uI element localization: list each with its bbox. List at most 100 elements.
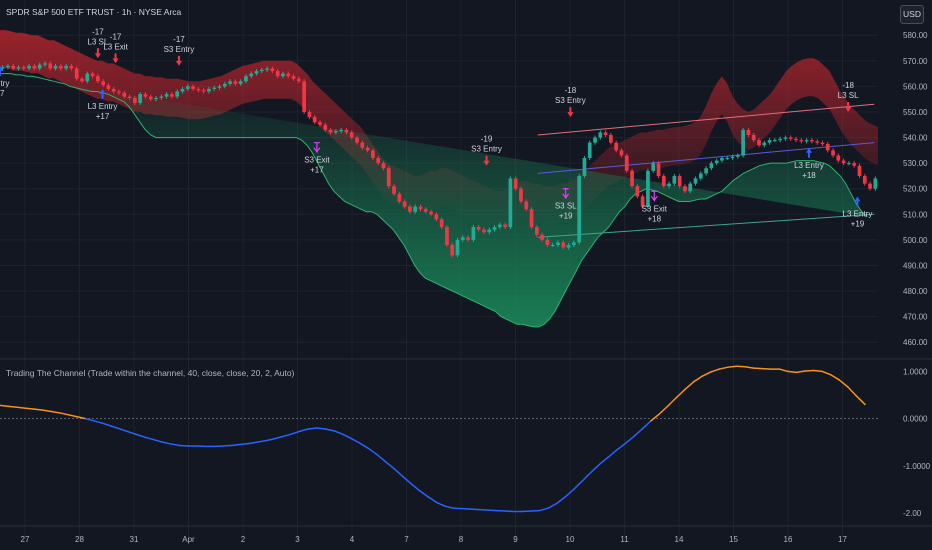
candle [714, 160, 719, 164]
candle [207, 88, 211, 92]
candle [672, 175, 677, 184]
candle [709, 163, 714, 169]
trend-line-lower [537, 213, 875, 238]
indicator-title: Trading The Channel (Trade within the ch… [6, 368, 295, 378]
oscillator-segment [855, 395, 866, 406]
candle [550, 245, 555, 246]
oscillator-tick-label: 1.0000 [903, 367, 928, 376]
candle [757, 140, 761, 146]
candles [0, 61, 878, 258]
oscillator-segment [376, 453, 387, 463]
oscillator-segment [667, 396, 678, 407]
candle [418, 206, 423, 210]
candle [725, 158, 730, 160]
time-tick-label: 3 [295, 535, 300, 544]
candle [519, 188, 523, 202]
candle [48, 63, 53, 69]
candle [423, 209, 428, 212]
oscillator-segment [795, 370, 806, 374]
candle [751, 135, 756, 141]
trade-label: L3 Entry+19 [843, 196, 872, 228]
candle [6, 65, 10, 68]
oscillator-segment [16, 406, 27, 409]
oscillator-segment [33, 408, 44, 411]
candle [217, 86, 222, 88]
candle [117, 91, 121, 93]
time-tick-label: 17 [838, 535, 847, 544]
oscillator-segment [256, 440, 267, 443]
candle [836, 155, 841, 161]
candle [191, 86, 195, 89]
candle [873, 178, 878, 189]
candle [640, 196, 645, 207]
candle [794, 138, 798, 141]
candle [545, 239, 550, 245]
trade-label-text: S3 Exit [304, 156, 330, 165]
candle [307, 111, 312, 118]
exit-arrow-icon [313, 142, 321, 154]
candle [651, 163, 656, 171]
candle [323, 124, 328, 130]
candle [820, 142, 825, 144]
oscillator-segment [153, 439, 164, 443]
candle [270, 68, 275, 72]
candle [587, 142, 592, 159]
candle [815, 141, 820, 143]
oscillator-segment [144, 436, 155, 441]
candle [27, 65, 31, 69]
currency-button[interactable]: USD [900, 5, 924, 24]
trade-label-text: S3 Entry [164, 45, 195, 54]
candle [138, 94, 143, 104]
price-tick-label: 460.00 [903, 338, 928, 347]
candle [58, 65, 63, 69]
candle [482, 229, 486, 233]
candle [43, 63, 47, 65]
candle [609, 135, 613, 143]
oscillator-segment [684, 381, 695, 391]
oscillator-segment [393, 467, 404, 477]
trade-label-text: L3 Entry [88, 102, 118, 111]
candle [249, 73, 254, 77]
candle [804, 140, 809, 142]
oscillator-segment [641, 420, 652, 430]
candle [281, 73, 285, 77]
trade-label: S3 Exit+18 [642, 190, 668, 223]
candle [386, 168, 391, 187]
candle [661, 175, 666, 187]
candle [704, 168, 708, 174]
candle [582, 158, 587, 176]
trade-label-text: +17 [96, 112, 110, 121]
oscillator-segment [119, 428, 130, 433]
oscillator-segment [787, 370, 798, 374]
arrow-up-icon [854, 196, 861, 207]
oscillator-tick-label: -1.0000 [903, 462, 931, 471]
oscillator-segment [299, 428, 310, 433]
candle [212, 87, 217, 89]
arrow-up-icon [805, 147, 812, 158]
candle [69, 65, 74, 69]
price-tick-label: 500.00 [903, 236, 928, 245]
time-tick-label: 4 [350, 535, 355, 544]
trade-label-text: L3 SL [87, 37, 108, 46]
time-axis: 27 28 31 Apr 2 3 4 7 8 9 10 11 14 15 16 17 [21, 535, 848, 544]
candle [445, 227, 449, 245]
time-tick-label: 7 [404, 535, 409, 544]
lower-band-area [0, 73, 868, 327]
oscillator-segment [358, 442, 370, 450]
oscillator-segment [161, 441, 173, 445]
symbol-title: SPDR S&P 500 ETF TRUST · 1h · NYSE Arca [6, 7, 182, 17]
trade-label-text: +18 [802, 171, 816, 180]
candle [773, 140, 777, 142]
price-tick-label: 570.00 [903, 57, 928, 66]
trade-label-text: S3 Exit [642, 204, 668, 213]
candle [201, 90, 206, 92]
candle [291, 76, 296, 79]
oscillator-segment [290, 430, 301, 435]
candle [122, 92, 127, 97]
oscillator-segment [136, 433, 147, 439]
trade-label-text: Entry [0, 79, 9, 88]
candle [32, 65, 37, 69]
